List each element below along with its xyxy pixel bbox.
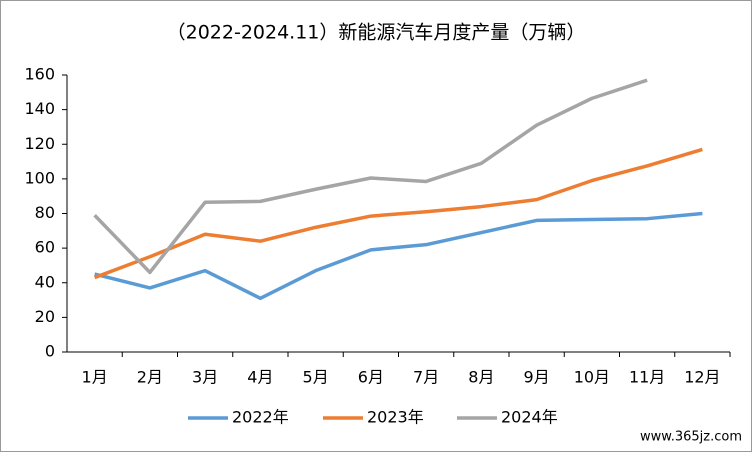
x-tick-label: 6月 xyxy=(358,368,384,387)
y-tick-label: 140 xyxy=(24,99,55,118)
series-line xyxy=(94,211,703,301)
legend-label: 2024年 xyxy=(501,408,558,427)
series-line xyxy=(94,147,703,280)
x-tick-label: 12月 xyxy=(684,368,720,387)
y-tick-label: 160 xyxy=(24,65,55,84)
series-line xyxy=(93,78,648,275)
legend-label: 2023年 xyxy=(367,408,424,427)
y-tick-label: 0 xyxy=(45,342,55,361)
x-tick-label: 5月 xyxy=(303,368,329,387)
x-tick-label: 4月 xyxy=(247,368,273,387)
y-tick-label: 100 xyxy=(24,168,55,187)
x-tick-label: 3月 xyxy=(192,368,218,387)
y-tick-label: 80 xyxy=(35,203,55,222)
watermark: www.365jz.com xyxy=(640,430,742,445)
chart-title: （2022-2024.11）新能源汽车月度产量（万辆） xyxy=(167,22,586,44)
x-tick-label: 1月 xyxy=(82,368,108,387)
y-tick-label: 40 xyxy=(35,272,55,291)
y-tick-label: 60 xyxy=(35,238,55,257)
x-tick-label: 7月 xyxy=(413,368,439,387)
x-tick-label: 10月 xyxy=(574,368,610,387)
x-tick-label: 11月 xyxy=(629,368,665,387)
x-tick-label: 8月 xyxy=(468,368,494,387)
x-tick-label: 9月 xyxy=(524,368,550,387)
y-tick-label: 20 xyxy=(35,307,55,326)
legend-label: 2022年 xyxy=(232,408,289,427)
x-tick-label: 2月 xyxy=(137,368,163,387)
y-tick-label: 120 xyxy=(24,134,55,153)
